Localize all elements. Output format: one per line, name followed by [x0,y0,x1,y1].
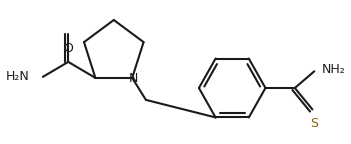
Text: O: O [63,42,73,55]
Text: H₂N: H₂N [5,70,29,83]
Text: NH₂: NH₂ [322,63,346,76]
Text: N: N [128,72,138,85]
Text: S: S [310,118,318,130]
